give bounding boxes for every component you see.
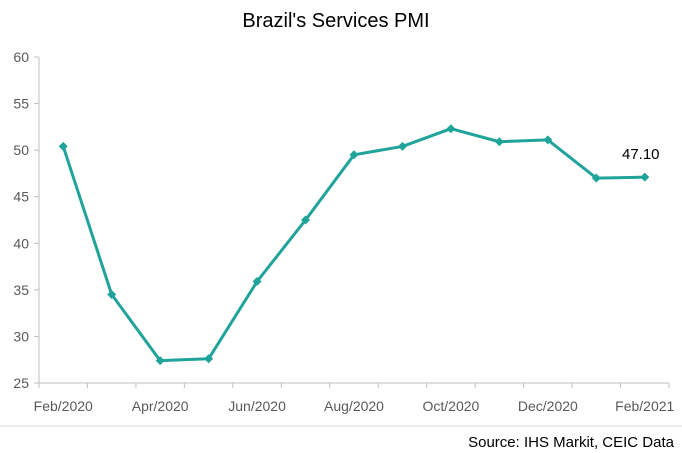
y-tick-label: 40 [13, 235, 29, 251]
y-tick-label: 60 [13, 49, 29, 65]
source-note: Source: IHS Markit, CEIC Data [468, 434, 675, 451]
data-label: 47.10 [622, 146, 660, 163]
data-point-marker [446, 124, 456, 134]
y-tick-label: 55 [13, 96, 29, 112]
x-tick-label: Feb/2020 [34, 398, 93, 414]
data-point-marker [252, 276, 262, 286]
data-point-marker [543, 135, 553, 145]
series-layer [58, 124, 650, 366]
x-tick-label: Feb/2021 [615, 398, 674, 414]
y-tick-label: 30 [13, 328, 29, 344]
x-tick-label: Jun/2020 [228, 398, 286, 414]
data-point-marker [58, 141, 68, 151]
axes: 25 30 35 40 45 50 55 60 Feb/2020 Apr/2020 Jun/2020… [13, 49, 674, 414]
data-point-marker [494, 137, 504, 147]
y-tick-label: 35 [13, 282, 29, 298]
x-tick-label: Apr/2020 [132, 398, 189, 414]
data-point-marker [591, 173, 601, 183]
y-tick-label: 25 [13, 375, 29, 391]
y-tick-label: 45 [13, 189, 29, 205]
data-point-marker [397, 141, 407, 151]
data-point-marker [204, 354, 214, 364]
data-point-marker [301, 215, 311, 225]
data-point-marker [349, 150, 359, 160]
chart-title: Brazil's Services PMI [242, 10, 429, 32]
labels-layer: 47.10 [622, 146, 660, 163]
x-tick-label: Aug/2020 [324, 398, 384, 414]
series-line [61, 127, 645, 363]
data-point-marker [107, 290, 117, 300]
y-tick-label: 50 [13, 142, 29, 158]
data-point-marker [155, 356, 165, 366]
data-point-marker [640, 172, 650, 182]
x-tick-label: Oct/2020 [423, 398, 480, 414]
x-tick-label: Dec/2020 [518, 398, 578, 414]
